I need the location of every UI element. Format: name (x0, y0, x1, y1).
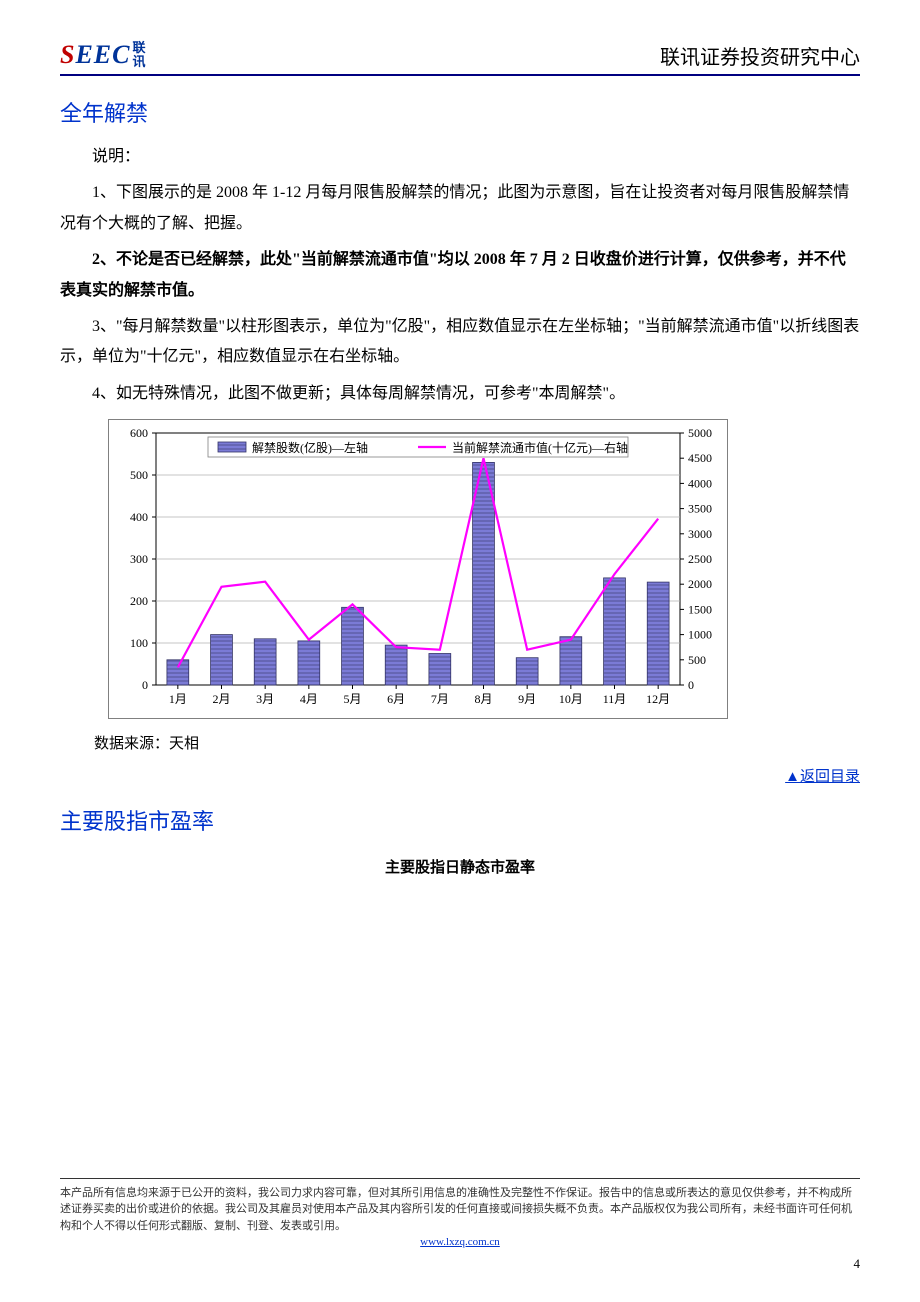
svg-text:3000: 3000 (688, 527, 712, 541)
note-3: 3、"每月解禁数量"以柱形图表示，单位为"亿股"，相应数值显示在左坐标轴；"当前… (60, 312, 860, 373)
svg-text:1000: 1000 (688, 628, 712, 642)
back-to-toc-link[interactable]: ▲返回目录 (785, 769, 860, 785)
svg-text:500: 500 (688, 653, 706, 667)
svg-text:400: 400 (130, 510, 148, 524)
data-source: 数据来源：天相 (94, 732, 860, 753)
svg-text:10月: 10月 (559, 692, 583, 706)
svg-text:600: 600 (130, 426, 148, 440)
svg-text:2500: 2500 (688, 552, 712, 566)
svg-text:12月: 12月 (646, 692, 670, 706)
disclaimer: 本产品所有信息均来源于已公开的资料，我公司力求内容可靠，但对其所引用信息的准确性… (60, 1185, 860, 1235)
svg-text:4500: 4500 (688, 451, 712, 465)
logo-cn: 联讯 (133, 41, 146, 70)
svg-text:3月: 3月 (256, 692, 274, 706)
svg-text:4月: 4月 (300, 692, 318, 706)
page-footer: 本产品所有信息均来源于已公开的资料，我公司力求内容可靠，但对其所引用信息的准确性… (60, 1178, 860, 1273)
svg-text:8月: 8月 (474, 692, 492, 706)
svg-text:500: 500 (130, 468, 148, 482)
svg-text:100: 100 (130, 636, 148, 650)
back-link-wrap: ▲返回目录 (60, 765, 860, 786)
svg-text:5月: 5月 (343, 692, 361, 706)
svg-text:9月: 9月 (518, 692, 536, 706)
section-title-unlocking: 全年解禁 (60, 96, 860, 128)
page-number: 4 (60, 1256, 860, 1272)
header-org: 联讯证券投资研究中心 (660, 41, 860, 70)
section-title-pe: 主要股指市盈率 (60, 804, 860, 836)
unlocking-chart: 0 100 200 300 400 500 600 0 500 1000 1500 2000 2500 3… (108, 419, 728, 724)
website-link[interactable]: www.lxzq.com.cn (420, 1236, 500, 1248)
svg-text:解禁股数(亿股)—左轴: 解禁股数(亿股)—左轴 (252, 440, 368, 455)
svg-text:0: 0 (688, 678, 694, 692)
note-2: 2、不论是否已经解禁，此处"当前解禁流通市值"均以 2008 年 7 月 2 日… (60, 245, 860, 306)
svg-text:200: 200 (130, 594, 148, 608)
page-header: SEEC 联讯 联讯证券投资研究中心 (60, 40, 860, 76)
svg-text:3500: 3500 (688, 502, 712, 516)
svg-text:11月: 11月 (603, 692, 627, 706)
pe-subtitle: 主要股指日静态市盈率 (60, 856, 860, 877)
logo-en: SEEC (60, 40, 131, 70)
logo: SEEC 联讯 (60, 40, 146, 70)
note-1: 1、下图展示的是 2008 年 1-12 月每月限售股解禁的情况；此图为示意图，… (60, 178, 860, 239)
footer-url-wrap: www.lxzq.com.cn (60, 1236, 860, 1248)
note-4: 4、如无特殊情况，此图不做更新；具体每周解禁情况，可参考"本周解禁"。 (60, 379, 860, 409)
svg-text:2月: 2月 (212, 692, 230, 706)
svg-text:4000: 4000 (688, 477, 712, 491)
svg-text:1月: 1月 (169, 692, 187, 706)
svg-text:2000: 2000 (688, 577, 712, 591)
svg-text:7月: 7月 (431, 692, 449, 706)
svg-text:当前解禁流通市值(十亿元)—右轴: 当前解禁流通市值(十亿元)—右轴 (452, 440, 628, 455)
intro-label: 说明： (60, 142, 860, 172)
svg-text:6月: 6月 (387, 692, 405, 706)
svg-text:300: 300 (130, 552, 148, 566)
chart-svg: 0 100 200 300 400 500 600 0 500 1000 1500 2000 2500 3… (108, 419, 728, 719)
svg-text:0: 0 (142, 678, 148, 692)
svg-text:5000: 5000 (688, 426, 712, 440)
svg-text:1500: 1500 (688, 603, 712, 617)
